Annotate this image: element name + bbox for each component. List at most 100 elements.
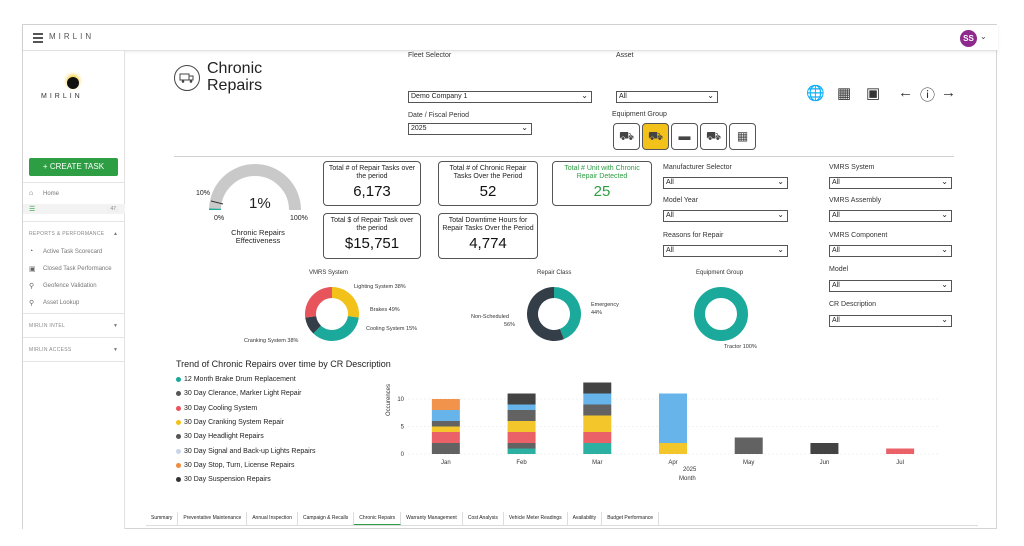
select-value: All: [666, 179, 674, 186]
sidebar-item-label: Asset Lookup: [43, 300, 80, 306]
bar-segment[interactable]: [583, 382, 612, 394]
legend-item[interactable]: 30 Day Cranking System Repair: [176, 419, 284, 426]
bar-segment[interactable]: [734, 437, 763, 444]
loader-group-button[interactable]: ⛟: [642, 123, 669, 150]
equipment-slice-tractor[interactable]: [694, 287, 748, 341]
tractor-group-button[interactable]: ⛟: [613, 123, 640, 150]
cr-description-select[interactable]: All ⌄: [829, 315, 952, 327]
dashboard-icon[interactable]: ▣: [866, 85, 881, 102]
manufacturer-select[interactable]: All ⌄: [663, 177, 788, 189]
legend-item[interactable]: 30 Day Suspension Repairs: [176, 476, 271, 483]
model-year-select[interactable]: All ⌄: [663, 210, 788, 222]
legend-item[interactable]: 30 Day Headlight Repairs: [176, 433, 264, 440]
bar-segment[interactable]: [507, 443, 536, 449]
tab-preventative-maintenance[interactable]: Preventative Maintenance: [178, 512, 248, 525]
calculator-icon[interactable]: ▦: [837, 85, 852, 102]
bar-segment[interactable]: [734, 443, 763, 454]
bar-segment[interactable]: [431, 443, 460, 454]
intel-heading[interactable]: MIRLIN INTEL ▼: [29, 323, 118, 329]
repair-class-slice-emergency[interactable]: [554, 287, 581, 340]
bar-segment[interactable]: [507, 448, 536, 455]
tab-cost-analysis[interactable]: Cost Analysis: [463, 512, 504, 525]
bar-segment[interactable]: [431, 426, 460, 433]
building-group-button[interactable]: ▦: [729, 123, 756, 150]
legend-item[interactable]: 30 Day Stop, Turn, License Repairs: [176, 462, 295, 469]
tab-chronic-repairs[interactable]: Chronic Repairs: [354, 512, 402, 525]
chevron-down-icon: ▼: [113, 323, 119, 329]
vmrs-slice-cranking-system[interactable]: [305, 287, 332, 318]
bar-segment[interactable]: [583, 404, 612, 416]
bar-segment[interactable]: [431, 410, 460, 421]
bar-segment[interactable]: [583, 393, 612, 405]
tab-warranty-management[interactable]: Warranty Management: [401, 512, 463, 525]
arrow-left-icon[interactable]: ←: [898, 84, 913, 101]
repair-class-slice-non-scheduled[interactable]: [527, 287, 564, 341]
vmrs-assembly-select[interactable]: All ⌄: [829, 210, 952, 222]
bar-segment[interactable]: [583, 443, 612, 454]
bar-segment[interactable]: [431, 432, 460, 443]
tab-campaign-recalls[interactable]: Campaign & Recalls: [298, 512, 355, 525]
bar-segment[interactable]: [659, 393, 687, 444]
fleet-label: Fleet Selector: [408, 52, 452, 59]
sidebar-item-active-task-scorecard[interactable]: ◔ Active Task Scorecard: [23, 248, 125, 255]
legend-item[interactable]: 30 Day Clerance, Marker Light Repair: [176, 390, 302, 397]
globe-icon[interactable]: 🌐: [806, 85, 825, 102]
sidebar-item-list[interactable]: ☰ 47: [23, 204, 125, 214]
info-icon[interactable]: ⓘ: [920, 87, 936, 104]
bar-segment[interactable]: [507, 421, 536, 432]
sidebar-item-geofence-validation[interactable]: ⚲ Geofence Validation: [23, 282, 125, 290]
bar-segment[interactable]: [507, 410, 536, 421]
bar-segment[interactable]: [507, 432, 536, 443]
chevron-down-icon[interactable]: ⌄: [980, 32, 987, 41]
legend-item[interactable]: 30 Day Cooling System: [176, 405, 257, 412]
legend-dot-icon: [176, 477, 181, 483]
donut-label-tractor: Tractor 100%: [724, 344, 757, 350]
vmrs-slice-brakes[interactable]: [313, 316, 359, 341]
menu-icon[interactable]: [33, 33, 43, 43]
bar-segment[interactable]: [507, 393, 536, 405]
vmrs-slice-lighting-system[interactable]: [332, 287, 359, 318]
bar-segment[interactable]: [583, 415, 612, 433]
bar-segment[interactable]: [507, 404, 536, 411]
tab-availability[interactable]: Availability: [568, 512, 603, 525]
manufacturer-label: Manufacturer Selector: [663, 164, 732, 171]
bar-segment[interactable]: [431, 421, 460, 427]
donut-label-nonscheduled-pct: 56%: [504, 322, 516, 328]
legend-item[interactable]: 12 Month Brake Drum Replacement: [176, 376, 296, 383]
tab-annual-inspection[interactable]: Annual Inspection: [247, 512, 298, 525]
arrow-right-icon[interactable]: →: [941, 84, 956, 101]
sidebar-item-home[interactable]: ⌂ Home: [23, 190, 125, 197]
tab-budget-performance[interactable]: Budget Performance: [602, 512, 660, 525]
legend-item[interactable]: 30 Day Signal and Back-up Lights Repairs: [176, 448, 316, 455]
create-task-button[interactable]: + CREATE TASK: [29, 158, 118, 176]
fleet-select[interactable]: Demo Company 1 ⌄: [408, 91, 592, 103]
trailer-group-button[interactable]: ▬: [671, 123, 698, 150]
access-heading[interactable]: MIRLIN ACCESS ▼: [29, 347, 118, 353]
model-select[interactable]: All ⌄: [829, 280, 952, 292]
legend-dot-icon: [176, 462, 181, 468]
avatar[interactable]: SS: [960, 30, 977, 47]
sidebar-item-asset-lookup[interactable]: ⚲ Asset Lookup: [23, 299, 125, 307]
sidebar-item-closed-task-performance[interactable]: ▣ Closed Task Performance: [23, 265, 125, 273]
bar-segment[interactable]: [886, 448, 915, 455]
vmrs-system-select[interactable]: All ⌄: [829, 177, 952, 189]
reports-heading[interactable]: REPORTS & PERFORMANCE ▲: [29, 231, 118, 237]
vmrs-component-select[interactable]: All ⌄: [829, 245, 952, 257]
tractor-icon: ⛟: [618, 129, 635, 143]
vmrs-slice-cooling-system[interactable]: [305, 316, 321, 334]
sidebar-item-label: Home: [43, 190, 60, 197]
truck-group-button[interactable]: ⛟: [700, 123, 727, 150]
tab-vehicle-meter-readings[interactable]: Vehicle Meter Readings: [504, 512, 568, 525]
bar-segment[interactable]: [659, 443, 687, 454]
model-label: Model: [829, 266, 849, 273]
asset-select[interactable]: All ⌄: [616, 91, 718, 103]
gauge-max: 100%: [290, 215, 308, 222]
gauge-title: Chronic Repairs Effectiveness: [231, 228, 285, 245]
bar-segment[interactable]: [431, 399, 460, 410]
period-select[interactable]: 2025 ⌄: [408, 123, 532, 135]
bar-segment[interactable]: [583, 432, 612, 443]
x-tick-label: May: [743, 460, 754, 466]
reasons-select[interactable]: All ⌄: [663, 245, 788, 257]
tab-summary[interactable]: Summary: [146, 512, 179, 525]
bar-segment[interactable]: [810, 443, 839, 454]
